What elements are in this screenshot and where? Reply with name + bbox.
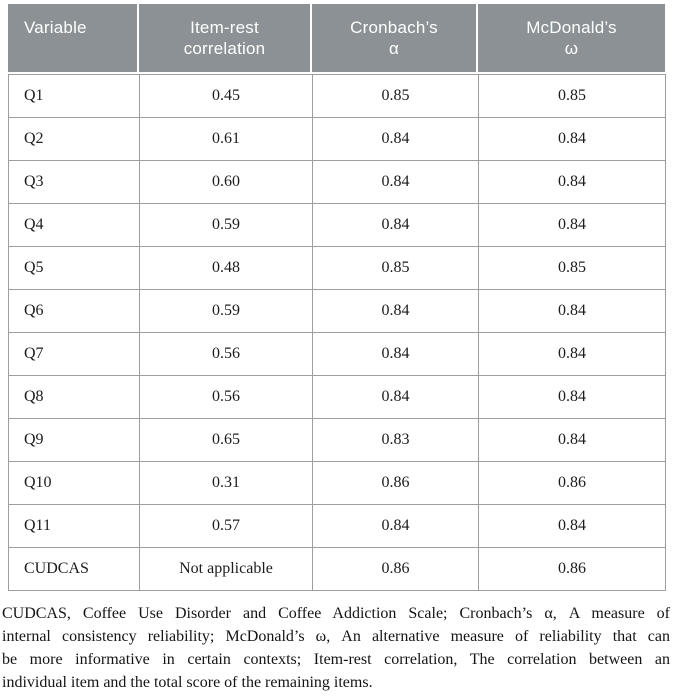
value-cell: 0.84 bbox=[478, 504, 666, 548]
value-cell: 0.48 bbox=[139, 246, 313, 290]
footnote-line: individual item and the total score of t… bbox=[2, 674, 373, 691]
variable-cell: Q7 bbox=[8, 332, 140, 376]
variable-cell: Q6 bbox=[8, 289, 140, 333]
table-row: Q3 0.60 0.84 0.84 bbox=[8, 160, 666, 204]
value-cell: 0.59 bbox=[139, 289, 313, 333]
table-row: Q8 0.56 0.84 0.84 bbox=[8, 375, 666, 419]
variable-cell: Q8 bbox=[8, 375, 140, 419]
variable-cell: CUDCAS bbox=[8, 547, 140, 591]
variable-cell: Q3 bbox=[8, 160, 140, 204]
header-line-2: ω bbox=[564, 39, 579, 58]
value-cell: 0.84 bbox=[312, 117, 479, 161]
value-cell: 0.84 bbox=[478, 289, 666, 333]
table-row: Q1 0.45 0.85 0.85 bbox=[8, 74, 666, 118]
footnote-line: CUDCAS, Coffee Use Disorder and Coffee A… bbox=[2, 605, 670, 622]
value-cell: 0.84 bbox=[478, 375, 666, 419]
value-cell: Not applicable bbox=[139, 547, 313, 591]
header-line-1: Item-rest bbox=[190, 18, 259, 37]
variable-cell: Q4 bbox=[8, 203, 140, 247]
table-row: Q5 0.48 0.85 0.85 bbox=[8, 246, 666, 290]
table-row: Q2 0.61 0.84 0.84 bbox=[8, 117, 666, 161]
footnote-line: internal consistency reliability; McDona… bbox=[2, 628, 670, 645]
value-cell: 0.84 bbox=[478, 332, 666, 376]
value-cell: 0.84 bbox=[478, 418, 666, 462]
header-line-1: McDonald’s bbox=[526, 18, 617, 37]
header-line-2: α bbox=[388, 39, 400, 58]
value-cell: 0.56 bbox=[139, 332, 313, 376]
value-cell: 0.85 bbox=[312, 246, 479, 290]
reliability-table: Variable Item-rest correlation Cronbach’… bbox=[8, 4, 666, 591]
table-row: Q10 0.31 0.86 0.86 bbox=[8, 461, 666, 505]
value-cell: 0.85 bbox=[478, 74, 666, 118]
value-cell: 0.84 bbox=[312, 160, 479, 204]
value-cell: 0.56 bbox=[139, 375, 313, 419]
variable-cell: Q2 bbox=[8, 117, 140, 161]
column-header-cronbachs-alpha: Cronbach’s α bbox=[312, 4, 478, 72]
value-cell: 0.60 bbox=[139, 160, 313, 204]
value-cell: 0.31 bbox=[139, 461, 313, 505]
table-header-row: Variable Item-rest correlation Cronbach’… bbox=[8, 4, 665, 72]
value-cell: 0.84 bbox=[478, 117, 666, 161]
column-header-mcdonalds-omega: McDonald’s ω bbox=[478, 4, 665, 72]
value-cell: 0.45 bbox=[139, 74, 313, 118]
value-cell: 0.86 bbox=[312, 461, 479, 505]
value-cell: 0.85 bbox=[478, 246, 666, 290]
column-header-variable: Variable bbox=[8, 4, 139, 72]
value-cell: 0.61 bbox=[139, 117, 313, 161]
value-cell: 0.86 bbox=[478, 461, 666, 505]
value-cell: 0.84 bbox=[478, 203, 666, 247]
table-row: Q7 0.56 0.84 0.84 bbox=[8, 332, 666, 376]
variable-cell: Q9 bbox=[8, 418, 140, 462]
table-row: Q9 0.65 0.83 0.84 bbox=[8, 418, 666, 462]
value-cell: 0.84 bbox=[312, 289, 479, 333]
value-cell: 0.83 bbox=[312, 418, 479, 462]
header-line-1: Variable bbox=[24, 18, 87, 37]
value-cell: 0.57 bbox=[139, 504, 313, 548]
value-cell: 0.59 bbox=[139, 203, 313, 247]
table-row: CUDCAS Not applicable 0.86 0.86 bbox=[8, 547, 666, 591]
column-header-item-rest-correlation: Item-rest correlation bbox=[139, 4, 312, 72]
variable-cell: Q1 bbox=[8, 74, 140, 118]
value-cell: 0.84 bbox=[312, 332, 479, 376]
header-line-1: Cronbach’s bbox=[350, 18, 438, 37]
variable-cell: Q11 bbox=[8, 504, 140, 548]
value-cell: 0.84 bbox=[312, 504, 479, 548]
variable-cell: Q5 bbox=[8, 246, 140, 290]
value-cell: 0.65 bbox=[139, 418, 313, 462]
variable-cell: Q10 bbox=[8, 461, 140, 505]
table-body: Q1 0.45 0.85 0.85 Q2 0.61 0.84 0.84 Q3 0.60 0.84 0.… bbox=[8, 74, 666, 591]
value-cell: 0.84 bbox=[312, 203, 479, 247]
table-row: Q11 0.57 0.84 0.84 bbox=[8, 504, 666, 548]
header-line-2: correlation bbox=[183, 39, 266, 58]
value-cell: 0.84 bbox=[312, 375, 479, 419]
table-row: Q6 0.59 0.84 0.84 bbox=[8, 289, 666, 333]
footnote-line: be more informative in certain contexts;… bbox=[2, 651, 670, 668]
value-cell: 0.84 bbox=[478, 160, 666, 204]
value-cell: 0.86 bbox=[478, 547, 666, 591]
value-cell: 0.85 bbox=[312, 74, 479, 118]
table-row: Q4 0.59 0.84 0.84 bbox=[8, 203, 666, 247]
value-cell: 0.86 bbox=[312, 547, 479, 591]
table-footnote: CUDCAS, Coffee Use Disorder and Coffee A… bbox=[2, 602, 670, 694]
